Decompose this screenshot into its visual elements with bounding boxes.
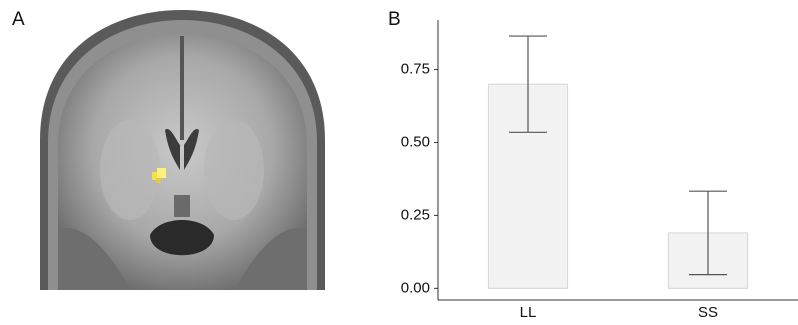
brain-image	[40, 10, 325, 290]
panel-label: B	[388, 9, 401, 30]
x-tick-label: LL	[520, 304, 537, 321]
y-tick-label: 0.00	[401, 279, 430, 296]
figure: A B 0.00 0.25 0.50 0.75 LL SS	[0, 0, 798, 325]
panel-label: A	[12, 9, 25, 30]
x-tick-label: SS	[698, 304, 718, 321]
y-tick-label: 0.25	[401, 206, 430, 223]
y-tick-label: 0.75	[401, 61, 430, 78]
y-tick-label: 0.50	[401, 133, 430, 150]
